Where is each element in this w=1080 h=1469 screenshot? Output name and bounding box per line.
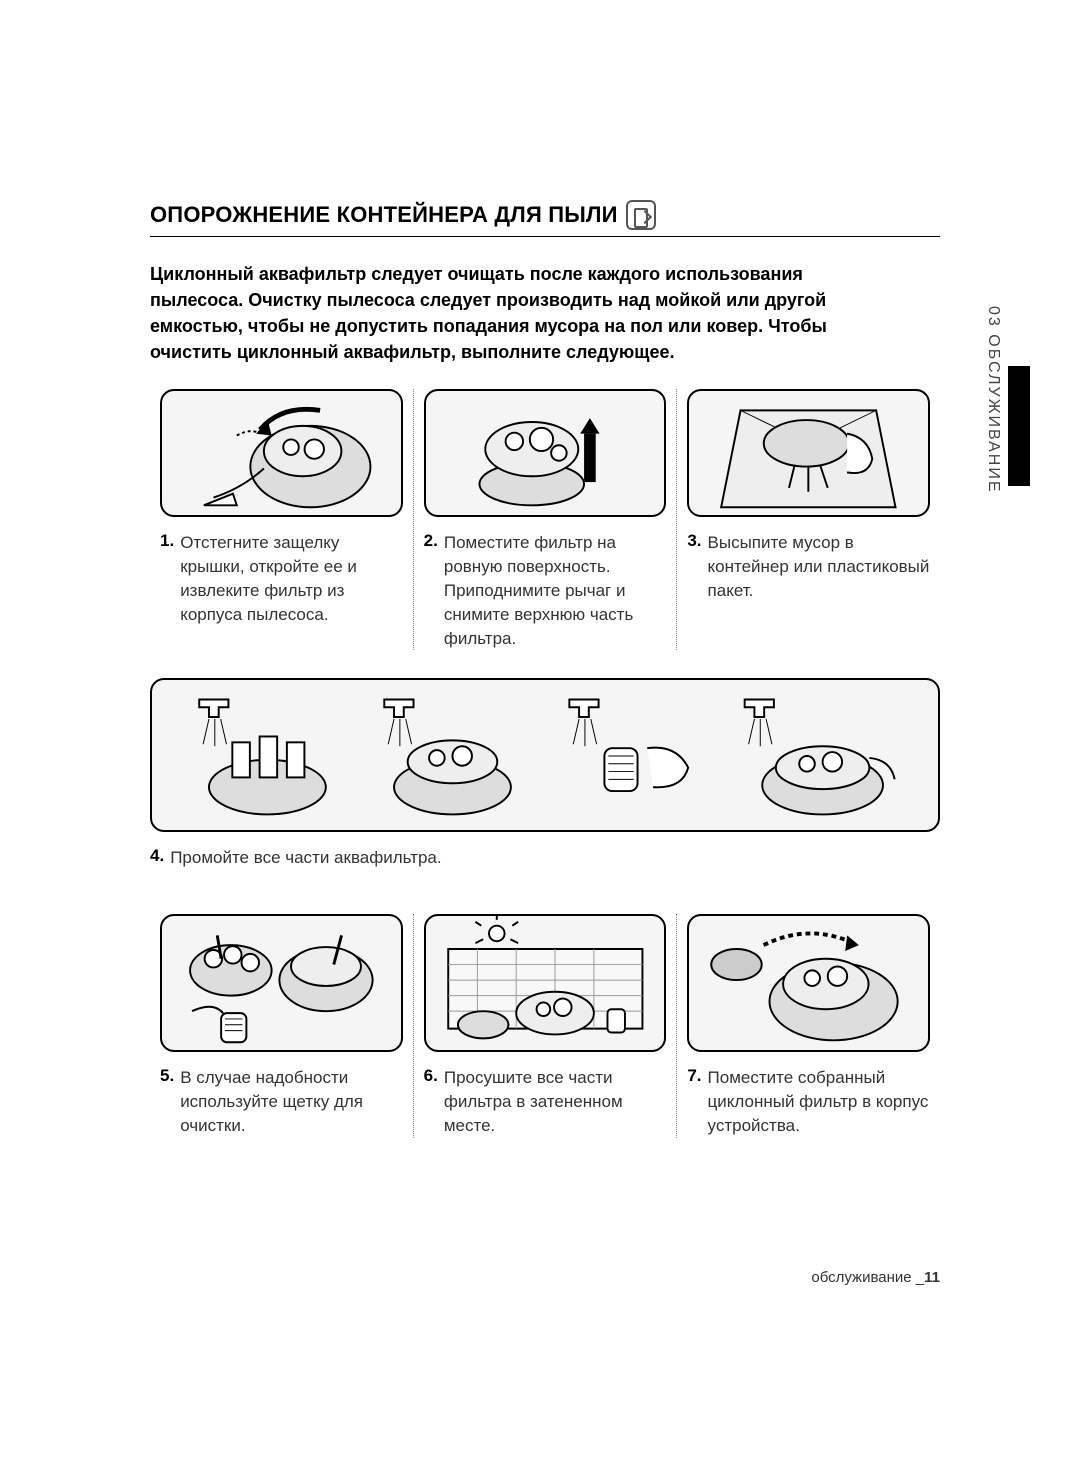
step-4-figure [150, 678, 940, 832]
step-1-text: Отстегните защелку крышки, откройте ее и… [180, 531, 402, 626]
step-2-num: 2. [424, 531, 438, 650]
step-7-figure [687, 914, 930, 1052]
title-row: ОПОРОЖНЕНИЕ КОНТЕЙНЕРА ДЛЯ ПЫЛИ [150, 200, 940, 230]
step-6-text: Просушите все части фильтра в затененном… [444, 1066, 666, 1137]
step-2: 2. Поместите фильтр на ровную поверхност… [413, 389, 677, 650]
footer-label: обслуживание _ [811, 1269, 924, 1286]
step-4-num: 4. [150, 846, 164, 870]
step-5: 5. В случае надобности используйте щетку… [150, 914, 413, 1137]
dust-bin-icon [626, 200, 656, 230]
step-1-num: 1. [160, 531, 174, 626]
step-3: 3. Высыпите мусор в контейнер или пласти… [676, 389, 940, 650]
step-2-text: Поместите фильтр на ровную поверхность. … [444, 531, 666, 650]
step-3-text: Высыпите мусор в контейнер или пластиков… [708, 531, 930, 602]
title-rule [150, 236, 940, 237]
page-title: ОПОРОЖНЕНИЕ КОНТЕЙНЕРА ДЛЯ ПЫЛИ [150, 202, 618, 228]
step-5-num: 5. [160, 1066, 174, 1137]
step-4: 4. Промойте все части аквафильтра. [150, 678, 940, 870]
footer-page: 11 [924, 1269, 940, 1286]
page-footer: обслуживание _11 [811, 1269, 940, 1286]
step-1-figure [160, 389, 403, 517]
step-1: 1. Отстегните защелку крышки, откройте е… [150, 389, 413, 650]
step-6-figure [424, 914, 667, 1052]
intro-text: Циклонный аквафильтр следует очищать пос… [150, 261, 840, 365]
step-5-text: В случае надобности используйте щетку дл… [180, 1066, 402, 1137]
step-7: 7. Поместите собранный циклонный фильтр … [676, 914, 940, 1137]
step-6-num: 6. [424, 1066, 438, 1137]
step-5-figure [160, 914, 403, 1052]
section-tab: 03 ОБСЛУЖИВАНИЕ [984, 306, 1030, 494]
step-3-num: 3. [687, 531, 701, 602]
step-2-figure [424, 389, 667, 517]
steps-row-1: 1. Отстегните защелку крышки, откройте е… [150, 389, 940, 650]
step-4-text: Промойте все части аквафильтра. [170, 846, 441, 870]
section-tab-bar [1008, 366, 1030, 486]
step-7-text: Поместите собранный циклонный фильтр в к… [708, 1066, 930, 1137]
step-7-num: 7. [687, 1066, 701, 1137]
step-3-figure [687, 389, 930, 517]
section-tab-label: 03 ОБСЛУЖИВАНИЕ [984, 306, 1002, 494]
steps-row-3: 5. В случае надобности используйте щетку… [150, 914, 940, 1137]
step-6: 6. Просушите все части фильтра в затенен… [413, 914, 677, 1137]
